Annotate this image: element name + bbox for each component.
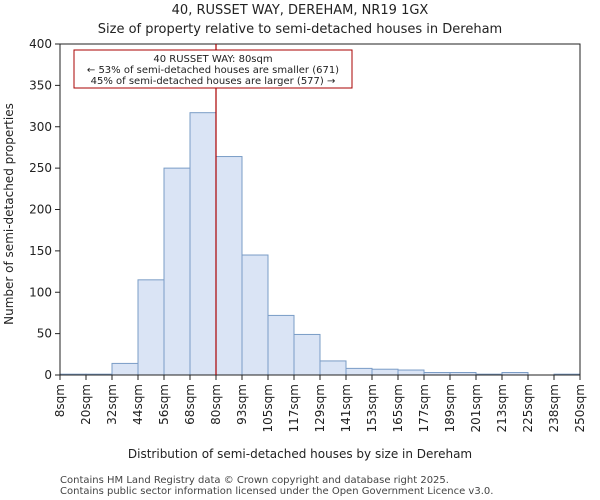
x-axis: 8sqm 20sqm 32sqm 44sqm 56sqm 68sqm 80sqm 93sqm 1… [53,375,587,432]
y-tick-label: 0 [44,368,52,382]
y-tick-label: 100 [29,285,52,299]
x-tick-label: 177sqm [417,384,431,432]
annotation-border [73,49,353,89]
y-tick-label: 250 [29,161,52,175]
bar-93sqm [241,254,269,376]
annotation-box: 40 RUSSET WAY: 80sqm ← 53% of semi-detac… [73,49,353,89]
bar-153sqm [371,368,399,376]
x-tick-label: 56sqm [157,384,171,425]
x-tick-label: 80sqm [209,384,223,425]
bar-129sqm [319,360,347,376]
y-tick-label: 400 [29,37,52,51]
bar-32sqm [111,362,139,376]
x-tick-label: 189sqm [443,384,457,432]
x-tick-label: 8sqm [53,384,67,417]
bar-165sqm [397,369,425,376]
annotation-line-3: 45% of semi-detached houses are larger (… [91,76,336,87]
annotation-line-2: ← 53% of semi-detached houses are smalle… [87,65,339,76]
x-tick-label: 117sqm [287,384,301,432]
x-tick-label: 93sqm [235,384,249,425]
x-tick-label: 250sqm [573,384,587,432]
x-tick-label: 201sqm [469,384,483,432]
bar-80sqm [215,156,243,376]
y-axis-label: Number of semi-detached properties [2,103,16,325]
annotation-line-1: 40 RUSSET WAY: 80sqm [153,54,272,65]
x-tick-label: 20sqm [79,384,93,425]
x-tick-label: 238sqm [547,384,561,432]
footer-line-1: Contains HM Land Registry data © Crown c… [60,475,449,486]
x-tick-label: 141sqm [339,384,353,432]
chart-subtitle: Size of property relative to semi-detach… [98,22,502,37]
x-tick-label: 153sqm [365,384,379,432]
x-tick-label: 213sqm [495,384,509,432]
chart-title: 40, RUSSET WAY, DEREHAM, NR19 1GX [172,3,429,18]
y-axis: 0 50 100 150 200 250 300 350 400 [29,37,60,382]
bar-141sqm [345,367,373,376]
x-axis-label: Distribution of semi-detached houses by … [128,447,472,461]
y-tick-label: 200 [29,203,52,217]
footer-line-2: Contains public sector information licen… [60,486,493,497]
x-tick-label: 129sqm [313,384,327,432]
x-tick-label: 225sqm [521,384,535,432]
bar-44sqm [137,279,165,376]
x-tick-label: 32sqm [105,384,119,425]
x-tick-label: 44sqm [131,384,145,425]
y-tick-label: 150 [29,244,52,258]
y-tick-label: 300 [29,120,52,134]
bar-117sqm [293,333,321,376]
bars-group [59,112,581,376]
x-tick-label: 165sqm [391,384,405,432]
x-tick-label: 68sqm [183,384,197,425]
bar-56sqm [163,167,191,376]
plot-frame [59,43,581,376]
x-tick-label: 105sqm [261,384,275,432]
bar-105sqm [267,314,295,376]
bar-68sqm [189,112,217,376]
y-tick-label: 50 [37,327,52,341]
y-tick-label: 350 [29,78,52,92]
